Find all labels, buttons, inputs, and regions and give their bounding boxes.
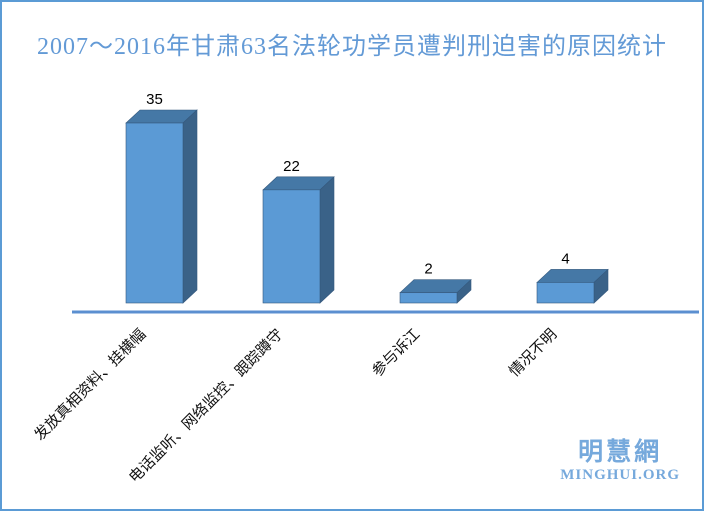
minghui-watermark: 明慧網 MINGHUI.ORG: [560, 439, 680, 483]
category-axis-label: 发放真相资料、挂横幅: [31, 325, 150, 444]
bar-side-face: [182, 109, 198, 304]
chart-title: 2007～2016年甘肃63名法轮功学员遭判刑迫害的原因统计: [37, 34, 667, 60]
bar-value-label: 22: [283, 158, 300, 175]
bar-front-face: [262, 189, 321, 304]
bar-front-face: [125, 122, 184, 304]
bar-value-label: 4: [561, 250, 569, 267]
bar-value-label: 2: [424, 261, 432, 278]
category-axis-label: 电话监听、网络监控、跟踪蹲守: [126, 326, 287, 487]
bar-front-face: [399, 292, 458, 304]
minghui-logo-cjk: 明慧網: [578, 439, 663, 466]
bar-side-face: [319, 176, 335, 304]
bar-front-face: [536, 282, 595, 304]
bar-value-label: 35: [146, 91, 163, 108]
minghui-logo-latin: MINGHUI.ORG: [560, 466, 680, 483]
category-axis-label: 参与诉江: [369, 326, 423, 380]
category-axis-label: 情况不明: [506, 326, 560, 380]
